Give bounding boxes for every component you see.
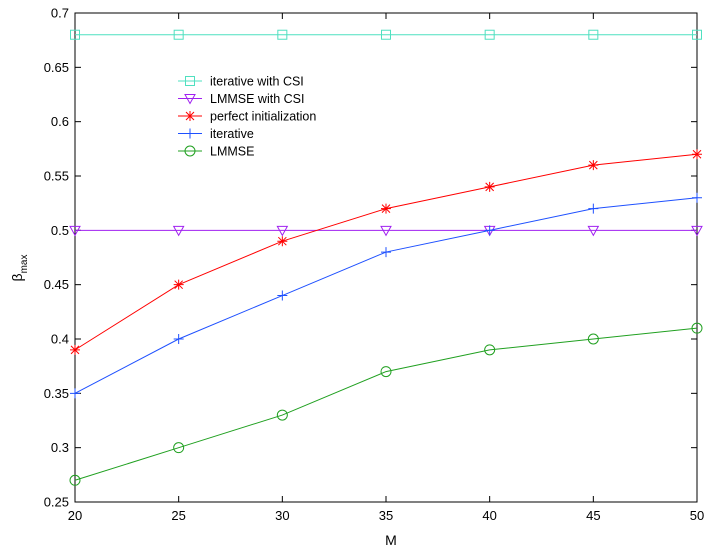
data-point — [692, 149, 702, 160]
data-point — [692, 29, 702, 40]
x-tick-label: 25 — [171, 508, 185, 523]
data-point — [381, 203, 391, 214]
y-tick-label: 0.45 — [44, 277, 69, 292]
y-tick-label: 0.7 — [51, 6, 69, 21]
data-point — [381, 29, 391, 40]
data-point — [173, 29, 184, 40]
data-point — [484, 29, 495, 40]
y-tick-label: 0.4 — [51, 332, 69, 347]
legend-label: LMMSE with CSI — [210, 92, 304, 106]
x-tick-label: 40 — [482, 508, 496, 523]
data-point — [587, 333, 599, 345]
legend-label: perfect initialization — [210, 110, 316, 124]
data-point — [380, 366, 392, 378]
y-axis-label-subscript: max — [19, 255, 30, 274]
data-point — [277, 29, 288, 40]
data-point — [381, 247, 391, 258]
data-point — [277, 236, 288, 247]
data-point — [588, 29, 599, 40]
series-2 — [70, 149, 702, 355]
data-point — [173, 442, 185, 454]
data-point — [173, 279, 184, 290]
legend-label: iterative — [210, 127, 254, 141]
y-axis-label: βmax — [9, 255, 30, 282]
series-3 — [70, 192, 702, 399]
legend-item: iterative — [178, 127, 254, 141]
legend-item: LMMSE — [178, 145, 254, 159]
x-tick-label: 30 — [275, 508, 289, 523]
y-tick-label: 0.35 — [44, 386, 69, 401]
x-axis-label: M — [385, 532, 397, 548]
x-tick-label: 35 — [379, 508, 393, 523]
data-point — [276, 225, 289, 237]
legend-marker — [184, 94, 196, 105]
data-point — [692, 192, 702, 203]
data-point — [276, 409, 288, 421]
data-point — [484, 344, 496, 356]
data-point — [70, 344, 80, 355]
series-layer — [69, 29, 703, 486]
legend-marker — [185, 111, 195, 121]
legend-item: perfect initialization — [178, 110, 316, 124]
data-point — [69, 474, 81, 486]
y-axis: 0.25 0.3 0.35 0.4 0.45 0.5 0.55 0.6 0.65 0.7 — [44, 6, 697, 510]
y-tick-label: 0.55 — [44, 169, 69, 184]
x-tick-label: 45 — [586, 508, 600, 523]
data-point — [587, 225, 600, 237]
legend-item: LMMSE with CSI — [178, 92, 304, 106]
data-point — [277, 290, 288, 301]
y-axis-label-main: β — [9, 273, 25, 281]
y-tick-label: 0.65 — [44, 60, 69, 75]
legend-marker — [185, 128, 195, 139]
data-point — [484, 225, 495, 236]
legend-label: iterative with CSI — [210, 75, 304, 89]
y-tick-label: 0.25 — [44, 495, 69, 510]
legend-marker — [185, 76, 195, 86]
data-point — [172, 225, 185, 237]
x-axis: 20 25 30 35 40 45 50 — [68, 13, 704, 523]
x-tick-label: 50 — [690, 508, 704, 523]
legend-item: iterative with CSI — [178, 75, 304, 89]
legend-marker — [184, 145, 196, 157]
series-line — [74, 327, 698, 481]
series-4 — [69, 322, 703, 486]
x-tick-label: 20 — [68, 508, 82, 523]
data-point — [380, 225, 392, 237]
y-tick-label: 0.3 — [51, 440, 69, 455]
data-point — [588, 160, 599, 171]
data-point — [69, 225, 81, 237]
data-point — [588, 203, 599, 214]
data-point — [691, 322, 703, 334]
y-tick-label: 0.6 — [51, 114, 69, 129]
legend-label: LMMSE — [210, 145, 254, 159]
legend: iterative with CSI LMMSE with CSI perfect … — [172, 70, 336, 164]
data-point — [70, 29, 80, 40]
legend-background — [172, 70, 336, 164]
data-point — [70, 388, 80, 399]
data-point — [173, 334, 184, 344]
data-point — [484, 181, 495, 192]
y-tick-label: 0.5 — [51, 223, 69, 238]
series-0 — [70, 29, 702, 40]
data-point — [691, 225, 703, 237]
